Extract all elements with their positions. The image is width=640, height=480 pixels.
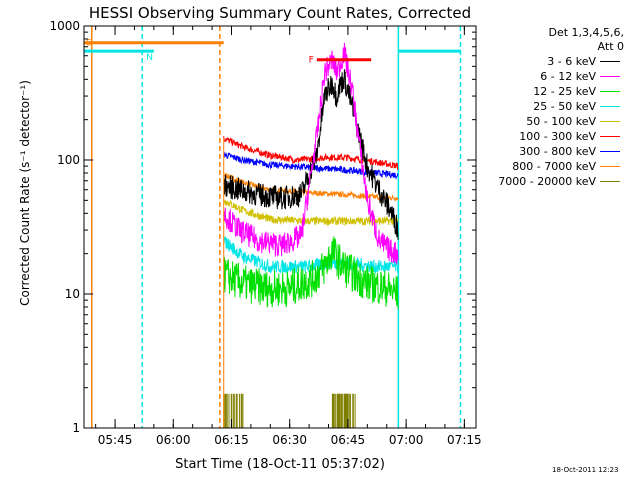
series-12-25-kev [223, 236, 399, 310]
axes: 1 10 100 1000 05:45 06:00 06:15 06:30 06:45 07:00… [49, 19, 481, 447]
legend: Det 1,3,4,5,6, Att 0 3 - 6 keV 6 - 12 keV… [484, 26, 634, 189]
legend-entry: 7000 - 20000 keV [484, 174, 634, 189]
legend-entry: 3 - 6 keV [484, 54, 634, 69]
plot-area: S N F [84, 26, 462, 428]
legend-swatch [600, 61, 620, 62]
legend-label: 300 - 800 keV [519, 145, 596, 158]
state-label-s: S [86, 39, 92, 49]
series-7000-20000-kev-spikes [223, 393, 356, 428]
legend-entry: 800 - 7000 keV [484, 159, 634, 174]
series-3-6-kev [223, 69, 399, 240]
plot-frame [83, 25, 477, 429]
legend-swatch [600, 151, 620, 152]
legend-label: 50 - 100 keV [526, 115, 596, 128]
series-800-7000-kev [223, 172, 399, 202]
x-tick-label: 05:45 [98, 433, 133, 447]
legend-label: 100 - 300 keV [519, 130, 596, 143]
legend-swatch [600, 181, 620, 182]
y-tick-label: 1 [72, 421, 80, 435]
legend-swatch [600, 91, 620, 92]
legend-swatch [600, 166, 620, 167]
legend-label: 800 - 7000 keV [512, 160, 596, 173]
x-tick-label: 07:15 [447, 433, 482, 447]
legend-swatch [600, 136, 620, 137]
legend-label: 25 - 50 keV [533, 100, 596, 113]
legend-entry: 12 - 25 keV [484, 84, 634, 99]
legend-entry: 100 - 300 keV [484, 129, 634, 144]
y-tick-label: 1000 [49, 19, 80, 33]
legend-label: 12 - 25 keV [533, 85, 596, 98]
legend-entry: 50 - 100 keV [484, 114, 634, 129]
legend-entry: 25 - 50 keV [484, 99, 634, 114]
series-6-12-kev [223, 42, 399, 265]
series-100-300-kev [223, 136, 399, 171]
legend-label: 3 - 6 keV [547, 55, 596, 68]
x-axis-label: Start Time (18-Oct-11 05:37:02) [175, 457, 385, 472]
state-label-n: N [146, 53, 153, 63]
x-tick-label: 06:00 [156, 433, 191, 447]
chart-title: HESSI Observing Summary Count Rates, Cor… [89, 4, 471, 22]
x-tick-label: 06:30 [272, 433, 307, 447]
legend-swatch [600, 121, 620, 122]
x-tick-label: 06:15 [214, 433, 249, 447]
timestamp: 18-Oct-2011 12:23 [552, 466, 619, 474]
legend-entry: 300 - 800 keV [484, 144, 634, 159]
y-axis-label: Corrected Count Rate (s⁻¹ detector⁻¹) [18, 80, 32, 306]
legend-label: 6 - 12 keV [540, 70, 596, 83]
legend-swatch [600, 76, 620, 77]
x-tick-label: 07:00 [389, 433, 424, 447]
x-tick-label: 06:45 [331, 433, 366, 447]
legend-entry: 6 - 12 keV [484, 69, 634, 84]
legend-attenuator-label: Att 0 [597, 40, 624, 53]
y-tick-label: 100 [57, 153, 80, 167]
legend-label: 7000 - 20000 keV [498, 175, 596, 188]
legend-detector-label: Det 1,3,4,5,6, [548, 26, 624, 39]
series-50-100-kev [223, 199, 399, 227]
state-label-f: F [309, 56, 314, 66]
legend-swatch [600, 106, 620, 107]
y-tick-label: 10 [65, 287, 80, 301]
